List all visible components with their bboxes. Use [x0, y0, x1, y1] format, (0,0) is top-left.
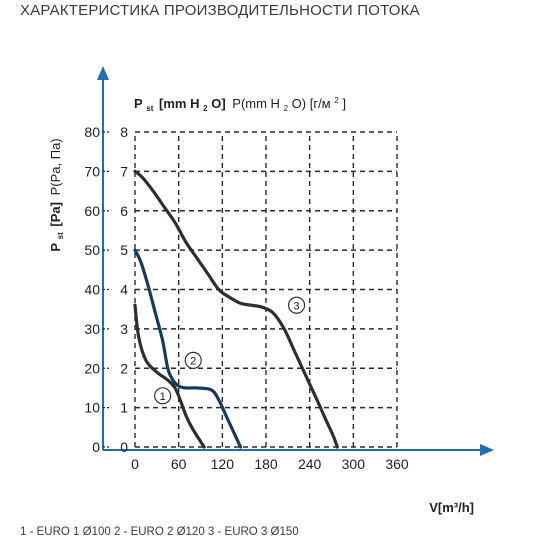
y-tick-label-pa: 40 [84, 282, 100, 298]
curve-label-circle [154, 387, 172, 405]
y-tick-label-pa: 20 [84, 360, 100, 376]
y-axis-label-mm-extra-sub: 2 [284, 104, 289, 113]
curve-label-1: 1 [160, 391, 166, 403]
y-tick-label-mm: 8 [120, 124, 128, 140]
y-axis-label-pa-sub: st [56, 232, 65, 239]
x-tick-label: 360 [385, 456, 409, 472]
x-axis-arrow [480, 444, 494, 456]
y-ticks-pa: 0 10 20 30 40 50 60 70 80 [84, 124, 110, 455]
y-axis-arrow [97, 66, 109, 80]
y-tick-label-pa: 0 [92, 439, 100, 455]
curve-label-3: 3 [294, 300, 300, 312]
series-line-3 [133, 169, 339, 449]
grid [134, 131, 398, 448]
y-ticks-mm: 0 1 2 3 4 5 6 7 8 [120, 124, 128, 455]
y-tick-label-mm: 4 [120, 282, 128, 298]
y-axis-label-pa-main: P [48, 243, 63, 252]
y-axis-label-pa-extra: P(Pa, Па) [48, 138, 63, 195]
y-axis-label-mm-extra1: P(mm H [232, 96, 280, 111]
x-tick-label: 60 [171, 456, 187, 472]
y-tick-label-pa: 60 [84, 203, 100, 219]
y-tick-label-pa: 10 [84, 400, 100, 416]
y-tick-label-mm: 6 [120, 203, 128, 219]
y-tick-label-pa: 70 [84, 163, 100, 179]
y-tick-label-mm: 7 [120, 163, 128, 179]
page-title: ХАРАКТЕРИСТИКА ПРОИЗВОДИТЕЛЬНОСТИ ПОТОКА [20, 2, 420, 19]
x-tick-label: 300 [342, 456, 366, 472]
y-axis-label-mm-unit: [mm H [159, 96, 199, 111]
y-tick-label-mm: 2 [120, 360, 128, 376]
y-tick-label-pa: 50 [84, 242, 100, 258]
y-tick-label-mm: 3 [120, 321, 128, 337]
series-line-1 [133, 303, 206, 449]
y-axis-label-mm-unit-sub: 2 [203, 104, 208, 113]
curve-label-2: 2 [190, 355, 196, 367]
x-tick-label: 120 [211, 456, 235, 472]
y-axis-label-mm-main: P [134, 96, 143, 111]
y-axis-label-mm: P st [mm H 2 O] P(mm H 2 O) [г/м 2 ] [134, 91, 346, 114]
curve-labels: 1 2 3 [154, 296, 306, 405]
axes [97, 66, 494, 456]
x-axis-label: V[m³/h] [429, 500, 474, 515]
y-axis-label-mm-extra2: O) [г/м [292, 96, 331, 111]
x-tick-label: 0 [131, 456, 139, 472]
y-axis-label-mm-unit-end: O] [211, 96, 225, 111]
y-tick-label-pa: 80 [84, 124, 100, 140]
y-tick-label-mm: 5 [120, 242, 128, 258]
y-axis-label-mm-extra-sup: 2 [334, 96, 339, 105]
y-axis-label-mm-extra3: ] [342, 96, 346, 111]
y-tick-label-mm: 1 [120, 400, 128, 416]
x-ticks: 0 60 120 180 240 300 360 [131, 456, 409, 472]
series-line-2 [133, 248, 243, 449]
legend-text: 1 - EURO 1 Ø100 2 - EURO 2 Ø120 3 - EURO… [20, 526, 299, 538]
x-tick-label: 180 [254, 456, 278, 472]
y-axis-label-mm-sub: st [146, 104, 153, 113]
curve-label-circle [287, 296, 306, 314]
x-tick-label: 240 [298, 456, 322, 472]
y-axis-label-pa-unit: [Pa] [48, 202, 63, 227]
y-axis-label-pa: P st [Pa] P(Pa, Па) [48, 138, 66, 251]
y-tick-label-mm: 0 [120, 439, 128, 455]
series-lines [133, 169, 339, 449]
curve-label-circle [184, 351, 202, 369]
y-tick-label-pa: 30 [84, 321, 100, 337]
